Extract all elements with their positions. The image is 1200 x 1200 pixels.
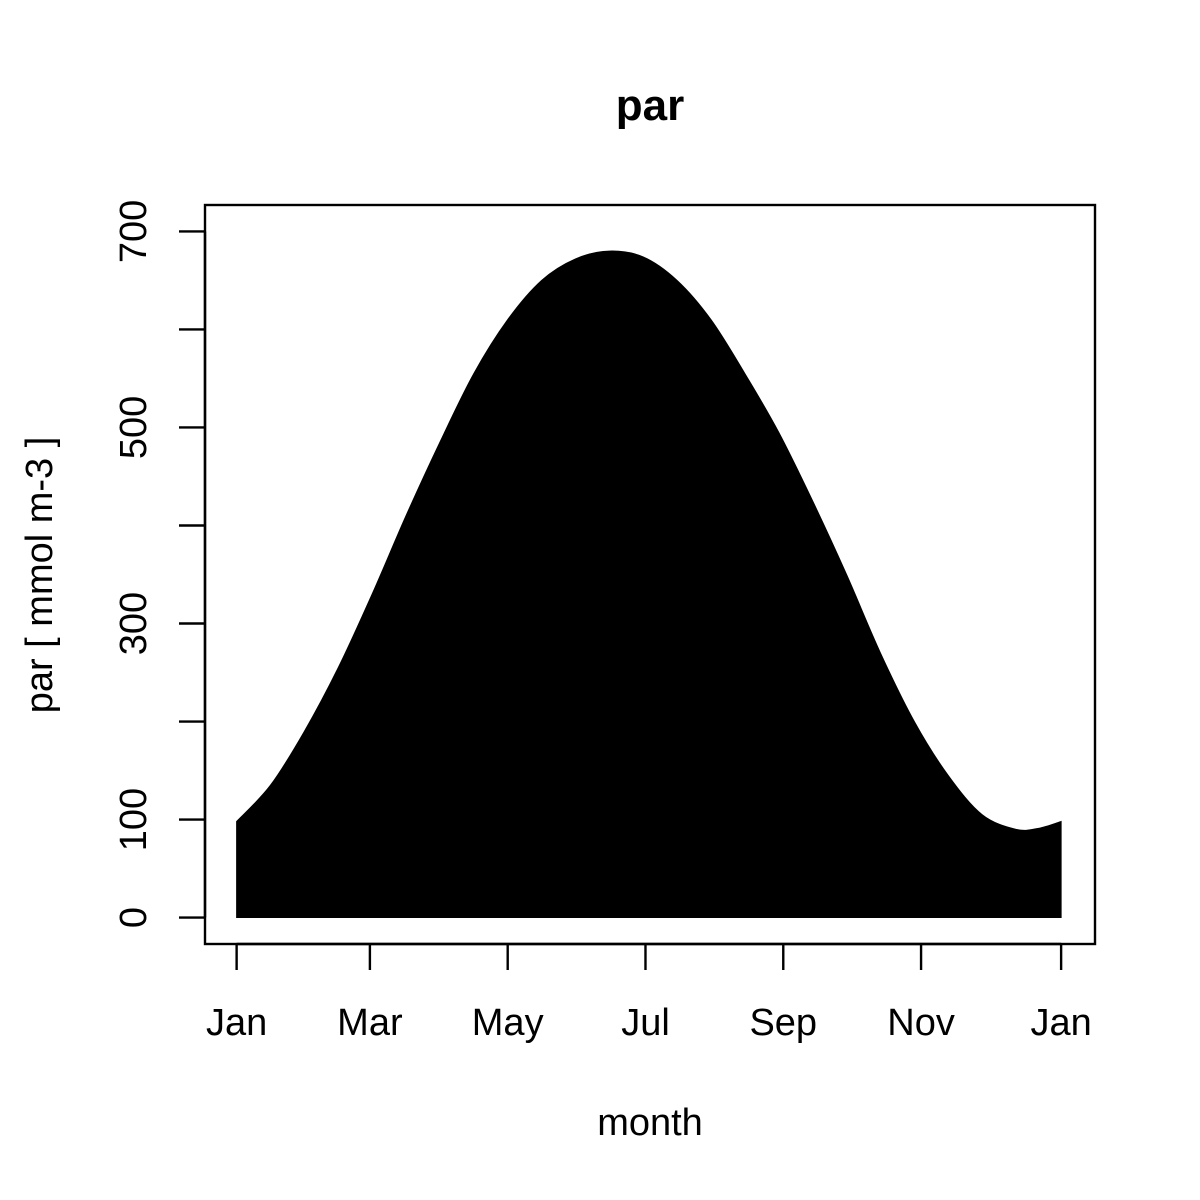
y-tick-label: 0: [113, 907, 155, 928]
x-tick-label: Jan: [1030, 1002, 1091, 1044]
x-tick-label: Mar: [337, 1002, 403, 1044]
y-tick-label: 100: [113, 788, 155, 851]
x-tick-label: Sep: [749, 1002, 817, 1044]
y-axis: 0 100 300 500 700: [113, 200, 207, 928]
x-tick-label: Nov: [887, 1002, 955, 1044]
x-axis: Jan Mar May Jul Sep Nov Jan: [206, 942, 1092, 1044]
x-tick-label: May: [472, 1002, 544, 1044]
par-area: [236, 250, 1062, 919]
y-tick-label: 700: [113, 200, 155, 263]
x-axis-label: month: [597, 1102, 703, 1144]
x-tick-label: Jan: [206, 1002, 267, 1044]
y-tick-label: 500: [113, 396, 155, 459]
y-axis-label: par [ mmol m-3 ]: [19, 437, 61, 714]
area-layer: [236, 250, 1062, 919]
y-tick-label: 300: [113, 592, 155, 655]
x-tick-label: Jul: [621, 1002, 670, 1044]
chart-title: par: [616, 81, 684, 130]
